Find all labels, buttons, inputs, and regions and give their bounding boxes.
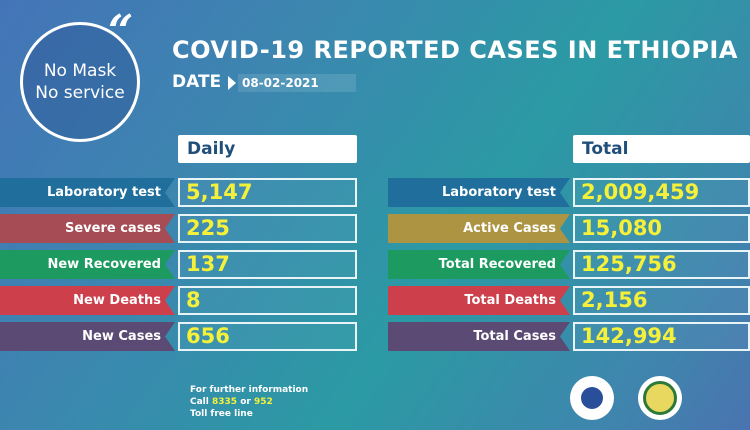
daily-row-label: Severe cases [0,214,175,243]
total-header: Total [573,135,750,163]
page-title: COVID-19 REPORTED CASES IN ETHIOPIA [172,36,738,64]
daily-row-value: 225 [178,214,357,243]
total-row-label: Total Recovered [388,250,570,279]
info-line: For further information [190,385,309,395]
slogan-line1: No Mask [43,61,117,81]
slogan-line2: No service [35,83,125,103]
total-row-label: Active Cases [388,214,570,243]
call-text: Call [190,397,209,407]
phi-logo [570,376,614,420]
no-mask-slogan-badge: No Mask No service [20,22,140,142]
total-row-label: Laboratory test [388,178,570,207]
daily-row-value: 656 [178,322,357,351]
daily-row-value: 137 [178,250,357,279]
total-row-value: 15,080 [573,214,750,243]
total-row-value: 125,756 [573,250,750,279]
total-row-value: 2,156 [573,286,750,315]
daily-row-label: Laboratory test [0,178,175,207]
date-label: DATE [172,72,222,92]
daily-row-label: New Deaths [0,286,175,315]
daily-row-label: New Cases [0,322,175,351]
phone-8335: 8335 [212,397,238,407]
total-row-value: 142,994 [573,322,750,351]
total-row-label: Total Cases [388,322,570,351]
contact-info: For further information Call 8335 or 952… [190,384,308,420]
total-row-value: 2,009,459 [573,178,750,207]
daily-header: Daily [178,135,357,163]
arrow-icon [228,76,236,90]
total-row-label: Total Deaths [388,286,570,315]
or-text: or [240,397,251,407]
daily-row-label: New Recovered [0,250,175,279]
ministry-seal-logo [638,376,682,420]
phone-952: 952 [253,397,273,407]
quote-icon: “ [108,6,134,57]
daily-row-value: 5,147 [178,178,357,207]
daily-row-value: 8 [178,286,357,315]
toll-free-text: Toll free line [190,409,253,419]
report-date: 08-02-2021 [238,74,356,92]
